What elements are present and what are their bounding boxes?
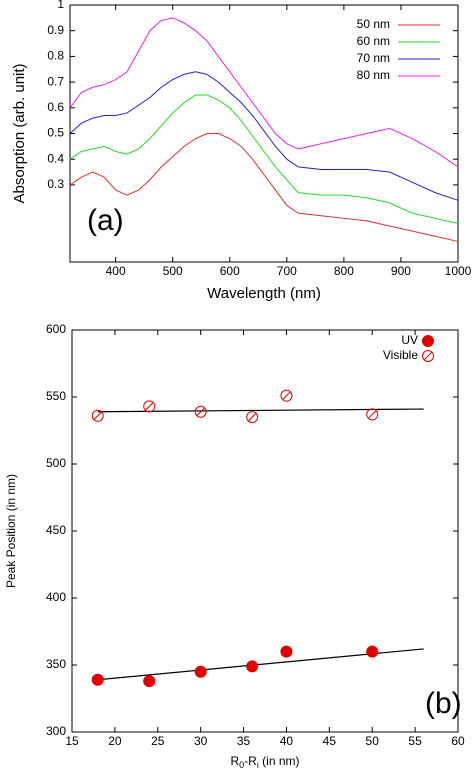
panel-label: (a) <box>87 204 124 237</box>
x-axis-label-part: R <box>230 754 239 768</box>
y-tick-label: 1 <box>57 0 64 11</box>
y-axis-label: Peak Position (in nm) <box>4 474 18 588</box>
point-stroke <box>196 407 205 416</box>
series-line <box>69 17 459 168</box>
y-tick-label: 300 <box>46 724 66 738</box>
x-axis-label: R0-Ri (in nm) <box>230 754 299 770</box>
legend-label: 60 nm <box>357 34 390 48</box>
legend-marker <box>422 350 434 362</box>
y-tick-label: 0.9 <box>47 23 64 37</box>
x-tick-label: 40 <box>280 734 294 748</box>
y-axis-label: Absorption (arb. unit) <box>11 63 28 203</box>
x-tick-label: 500 <box>163 264 183 278</box>
x-tick-label: 900 <box>391 264 411 278</box>
x-tick-label: 400 <box>106 264 126 278</box>
point <box>143 400 156 413</box>
plot-frame <box>71 329 459 733</box>
y-tick-label: 500 <box>46 456 66 470</box>
x-tick-label: 800 <box>334 264 354 278</box>
legend-marker <box>422 335 434 347</box>
point <box>143 675 156 688</box>
x-tick-label: 55 <box>408 734 422 748</box>
point-stroke <box>424 352 432 360</box>
legend-label: 80 nm <box>357 68 390 82</box>
point <box>366 645 379 658</box>
x-tick-label: 25 <box>151 734 165 748</box>
point <box>280 645 293 658</box>
x-tick-label: 700 <box>277 264 297 278</box>
y-tick-label: 0.3 <box>47 177 64 191</box>
x-axis-label-part: (in nm) <box>259 754 300 768</box>
point-stroke <box>282 391 291 400</box>
x-tick-label: 35 <box>237 734 251 748</box>
point-stroke <box>145 402 154 411</box>
x-tick-label: 15 <box>65 734 79 748</box>
legend-label: Visible <box>383 348 418 362</box>
point-stroke <box>93 411 102 420</box>
series-line <box>69 133 459 242</box>
point <box>246 660 259 673</box>
point-stroke <box>248 413 256 421</box>
series-line <box>69 94 459 224</box>
y-tick-label: 0.7 <box>47 74 64 88</box>
point <box>194 405 207 418</box>
y-tick-label: 450 <box>46 523 66 537</box>
x-tick-label: 45 <box>323 734 337 748</box>
point <box>91 673 104 686</box>
y-tick-label: 400 <box>46 590 66 604</box>
y-tick-label: 350 <box>46 657 66 671</box>
y-tick-label: 600 <box>46 322 66 336</box>
legend-label: 50 nm <box>357 17 390 31</box>
point <box>194 665 207 678</box>
x-tick-label: 60 <box>451 734 465 748</box>
point-stroke <box>368 410 377 419</box>
x-axis-label-part: i <box>257 760 259 770</box>
point <box>280 389 293 402</box>
point <box>366 408 379 421</box>
legend-label: UV <box>401 333 418 347</box>
point <box>91 409 104 422</box>
x-tick-label: 1000 <box>445 264 472 278</box>
x-tick-label: 600 <box>220 264 240 278</box>
point <box>246 411 259 424</box>
x-tick-label: 20 <box>108 734 122 748</box>
x-axis-label-part: -R <box>244 754 257 768</box>
y-tick-label: 0.4 <box>47 151 64 165</box>
x-axis-label: Wavelength (nm) <box>207 285 321 302</box>
legend-label: 70 nm <box>357 51 390 65</box>
y-tick-label: 0.5 <box>47 126 64 140</box>
panel-label: (b) <box>425 687 462 720</box>
y-tick-label: 0.8 <box>47 49 64 63</box>
series-line <box>69 71 459 201</box>
x-tick-label: 50 <box>366 734 380 748</box>
x-tick-label: 30 <box>194 734 208 748</box>
y-tick-label: 550 <box>46 389 66 403</box>
y-tick-label: 0.6 <box>47 100 64 114</box>
x-axis-label-part: 0 <box>239 760 244 770</box>
